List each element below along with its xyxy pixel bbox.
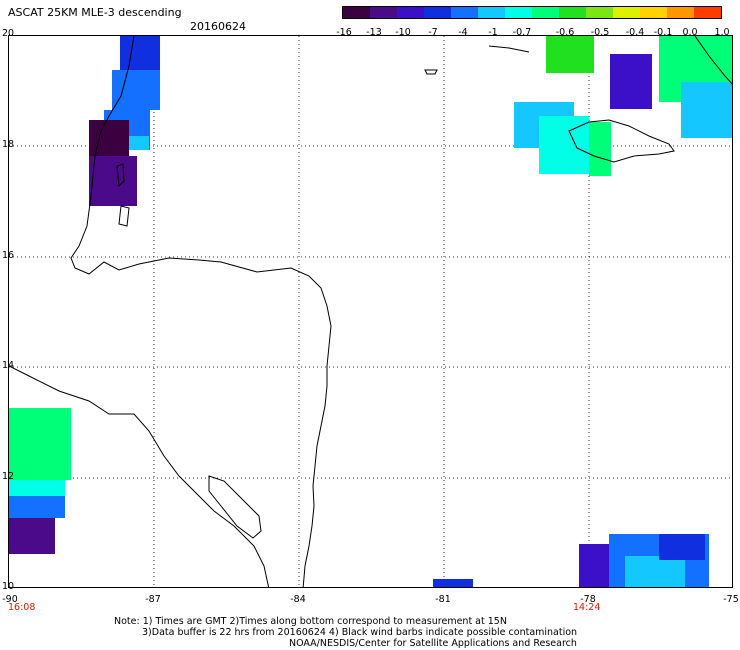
color-scale-swatch bbox=[478, 7, 505, 18]
lat-label: 16 bbox=[2, 250, 15, 261]
color-scale-swatch bbox=[613, 7, 640, 18]
color-scale-label: -10 bbox=[395, 27, 411, 38]
lon-label: -84 bbox=[290, 594, 306, 605]
lon-label: -81 bbox=[435, 594, 451, 605]
color-scale-swatch bbox=[586, 7, 613, 18]
color-scale-label: 1.0 bbox=[714, 27, 730, 38]
lon-label: -90 bbox=[2, 594, 18, 605]
color-scale-swatch bbox=[397, 7, 424, 18]
color-scale-bar bbox=[342, 6, 722, 19]
wind-data-patches bbox=[9, 36, 732, 587]
lon-label: -75 bbox=[723, 594, 739, 605]
lon-label: -87 bbox=[145, 594, 161, 605]
coastlines bbox=[9, 36, 732, 587]
footnote-line: Note: 1) Times are GMT 2)Times along bot… bbox=[114, 616, 507, 627]
color-scale-label: -13 bbox=[366, 27, 382, 38]
map-panel bbox=[8, 35, 733, 588]
color-scale-labels: -16 -13 -10 -7 -4 -1 -0.7 -0.6 -0.5 -0.4 -0.1 0.0 1.… bbox=[330, 27, 740, 39]
color-scale-label: -0.1 bbox=[653, 27, 673, 38]
lat-label: 14 bbox=[2, 360, 15, 371]
map-title: ASCAT 25KM MLE-3 descending bbox=[8, 6, 182, 19]
map-date: 20160624 bbox=[190, 20, 246, 33]
color-scale-label: -0.4 bbox=[625, 27, 645, 38]
footnote: Note: 1) Times are GMT 2)Times along bot… bbox=[114, 616, 634, 649]
color-scale-label: -7 bbox=[428, 27, 438, 38]
color-scale-swatch bbox=[451, 7, 478, 18]
color-scale-swatch bbox=[640, 7, 667, 18]
footnote-line: 3)Data buffer is 22 hrs from 20160624 4)… bbox=[142, 627, 578, 638]
color-scale-label: 0.0 bbox=[682, 27, 698, 38]
lat-label: 20 bbox=[2, 28, 15, 39]
map-canvas bbox=[9, 36, 732, 587]
lon-label: -78 bbox=[580, 594, 596, 605]
color-scale-swatch bbox=[370, 7, 397, 18]
color-scale-swatch bbox=[532, 7, 559, 18]
color-scale-label: -0.7 bbox=[512, 27, 532, 38]
color-scale-label: -1 bbox=[488, 27, 498, 38]
color-scale-swatch bbox=[343, 7, 370, 18]
color-scale-swatch bbox=[559, 7, 586, 18]
color-scale-swatch bbox=[505, 7, 532, 18]
footnote-line: NOAA/NESDIS/Center for Satellite Applica… bbox=[289, 638, 577, 649]
lat-label: 10 bbox=[2, 581, 15, 592]
color-scale-label: -16 bbox=[336, 27, 352, 38]
time-label-east: 14:24 bbox=[573, 602, 601, 613]
lat-label: 12 bbox=[2, 471, 15, 482]
color-scale-swatch bbox=[694, 7, 721, 18]
color-scale-label: -0.5 bbox=[590, 27, 610, 38]
lat-label: 18 bbox=[2, 139, 15, 150]
color-scale-swatch bbox=[424, 7, 451, 18]
color-scale-label: -0.6 bbox=[555, 27, 575, 38]
color-scale-label: -4 bbox=[458, 27, 468, 38]
time-label-west: 16:08 bbox=[8, 602, 36, 613]
color-scale-swatch bbox=[667, 7, 694, 18]
